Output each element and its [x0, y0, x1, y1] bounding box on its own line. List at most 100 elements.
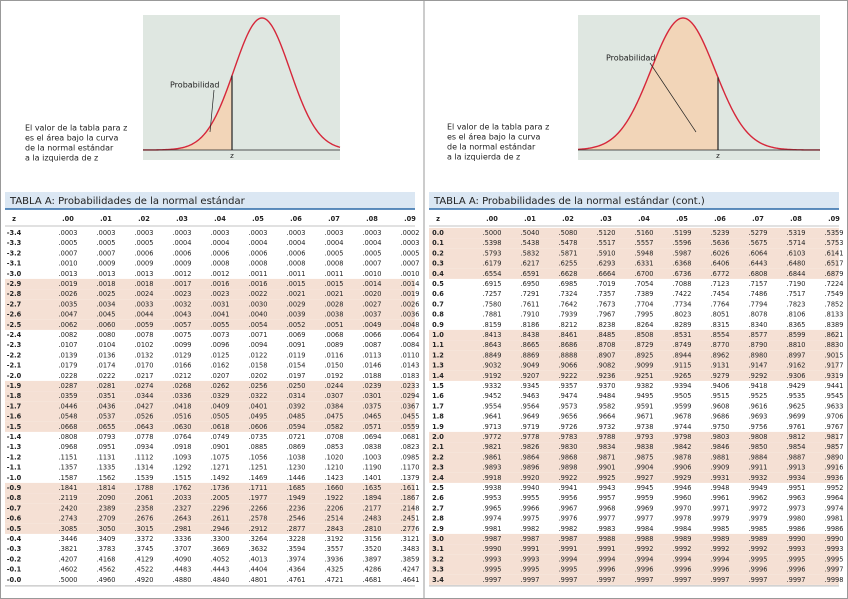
- probability: .0606: [249, 423, 268, 431]
- probability: .5948: [635, 249, 654, 257]
- z-value: 0.6: [432, 290, 444, 298]
- probability: .9890: [825, 453, 844, 461]
- probability: .0853: [325, 443, 344, 451]
- probability: .9959: [635, 494, 654, 502]
- probability: .8708: [597, 341, 616, 349]
- probability: .9099: [635, 362, 654, 370]
- probability: .9949: [749, 484, 768, 492]
- probability: .5359: [825, 229, 844, 237]
- probability: .0024: [135, 290, 154, 298]
- probability: .0125: [211, 351, 230, 359]
- probability: .0808: [59, 433, 78, 441]
- probability: .8461: [559, 331, 578, 339]
- probability: .3745: [135, 545, 154, 553]
- probability: .0582: [325, 423, 344, 431]
- probability: .0384: [325, 402, 344, 410]
- probability: .0314: [287, 392, 306, 400]
- probability: .6293: [597, 260, 616, 268]
- probability: .6808: [749, 270, 768, 278]
- row-shade: [5, 482, 415, 494]
- probability: .0069: [287, 331, 306, 339]
- probability: .9871: [597, 453, 616, 461]
- probability: .0985: [401, 453, 420, 461]
- probability: .0015: [325, 280, 344, 288]
- probability: .0197: [287, 372, 306, 380]
- probability: .0005: [363, 249, 382, 257]
- probability: .9977: [635, 515, 654, 523]
- probability: .9901: [597, 464, 616, 472]
- z-value: 2.8: [432, 515, 444, 523]
- probability: .5160: [635, 229, 654, 237]
- probability: .9984: [635, 525, 654, 533]
- probability: .6331: [635, 260, 654, 268]
- z-value: -1.4: [7, 433, 22, 441]
- probability: .0006: [211, 249, 230, 257]
- probability: .0244: [325, 382, 344, 390]
- probability: .0537: [97, 413, 116, 421]
- probability: .0618: [211, 423, 230, 431]
- probability: .0014: [363, 280, 382, 288]
- probability: .9995: [787, 555, 806, 563]
- probability: .9991: [597, 545, 616, 553]
- probability: .0013: [135, 270, 154, 278]
- probability: .0183: [401, 372, 420, 380]
- probability: .1056: [249, 453, 268, 461]
- probability: .9969: [635, 504, 654, 512]
- probability: .0212: [173, 372, 192, 380]
- probability: .0075: [173, 331, 192, 339]
- probability: .2578: [249, 515, 268, 523]
- probability: .1788: [135, 484, 154, 492]
- probability: .0017: [173, 280, 192, 288]
- probability: .9978: [673, 515, 692, 523]
- probability: .5080: [559, 229, 578, 237]
- probability: .3336: [173, 535, 192, 543]
- caption-line: es el área bajo la curva: [25, 134, 119, 143]
- probability: .3520: [363, 545, 382, 553]
- probability: .9979: [711, 515, 730, 523]
- z-value: 0.8: [432, 311, 444, 319]
- probability: .7157: [749, 280, 768, 288]
- probability: .0951: [97, 443, 116, 451]
- probability: .0004: [287, 239, 306, 247]
- probability: .9956: [559, 494, 578, 502]
- probability: .9913: [787, 464, 806, 472]
- probability: .0022: [249, 290, 268, 298]
- probability: .1292: [173, 464, 192, 472]
- probability: .4801: [249, 576, 268, 584]
- probability: .0037: [363, 311, 382, 319]
- probability: .9994: [711, 555, 730, 563]
- probability: .9452: [483, 392, 502, 400]
- z-value: 0.4: [432, 270, 444, 278]
- probability: .6217: [521, 260, 540, 268]
- probability: .2005: [211, 494, 230, 502]
- probability: .0008: [211, 260, 230, 268]
- probability: .0026: [401, 300, 420, 308]
- probability: .4286: [363, 566, 382, 574]
- z-value: 0.1: [432, 239, 444, 247]
- probability: .1841: [59, 484, 78, 492]
- probability: .9719: [521, 423, 540, 431]
- z-value: 0.9: [432, 321, 444, 329]
- probability: .9525: [749, 392, 768, 400]
- probability: .0005: [135, 239, 154, 247]
- probability: .8340: [749, 321, 768, 329]
- probability: .0040: [249, 311, 268, 319]
- z-value: -0.2: [7, 555, 22, 563]
- probability: .4840: [211, 576, 230, 584]
- probability: .9961: [711, 494, 730, 502]
- row-shade: [5, 319, 415, 330]
- probability: .9987: [483, 535, 502, 543]
- probability: .0003: [287, 229, 306, 237]
- probability: .7764: [711, 300, 730, 308]
- probability: .2676: [135, 515, 154, 523]
- probability: .0764: [173, 433, 192, 441]
- z-value: 1.0: [432, 331, 444, 339]
- probability: .5040: [521, 229, 540, 237]
- probability: .9986: [825, 525, 844, 533]
- z-value: -1.1: [7, 464, 22, 472]
- probability: .9772: [483, 433, 502, 441]
- probability: .0329: [211, 392, 230, 400]
- normal-curve: [577, 17, 821, 151]
- z-value: 2.1: [432, 443, 444, 451]
- probability: .9834: [597, 443, 616, 451]
